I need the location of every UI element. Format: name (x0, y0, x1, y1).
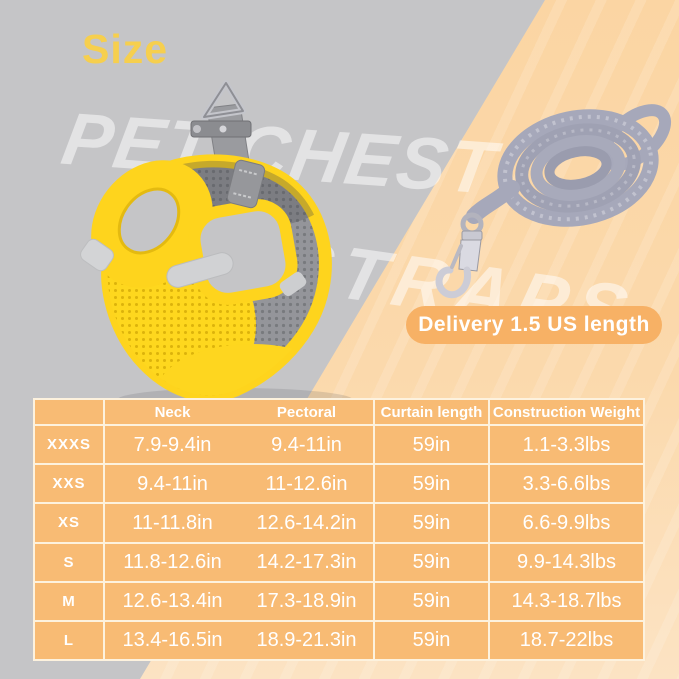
table-row-xxxs: XXXS 7.9-9.4in 9.4-11in 59in 1.1-3.3lbs (33, 426, 645, 466)
header-cell-curtain-length: Curtain length (375, 398, 490, 426)
neck-value: 7.9-9.4in (105, 426, 240, 466)
size-label: S (33, 543, 105, 583)
weight-value: 6.6-9.9lbs (490, 504, 645, 544)
size-table: Neck Pectoral Curtain length Constructio… (33, 398, 645, 662)
header-cell-pectoral: Pectoral (240, 398, 375, 426)
table-row-xs: XS 11-11.8in 12.6-14.2in 59in 6.6-9.9lbs (33, 504, 645, 544)
pectoral-value: 9.4-11in (240, 426, 375, 466)
weight-value: 18.7-22lbs (490, 621, 645, 662)
page-title: Size (82, 26, 169, 72)
table-row-xxs: XXS 9.4-11in 11-12.6in 59in 3.3-6.6lbs (33, 465, 645, 505)
size-label: XXXS (33, 426, 105, 466)
size-label: L (33, 621, 105, 662)
neck-value: 12.6-13.4in (105, 582, 240, 622)
pectoral-value: 18.9-21.3in (240, 621, 375, 662)
pectoral-value: 12.6-14.2in (240, 504, 375, 544)
size-label: XXS (33, 465, 105, 505)
neck-value: 11.8-12.6in (105, 543, 240, 583)
weight-value: 3.3-6.6lbs (490, 465, 645, 505)
curtain-length-value: 59in (375, 543, 490, 583)
neck-value: 11-11.8in (105, 504, 240, 544)
delivery-badge: Delivery 1.5 US length (406, 306, 662, 344)
curtain-length-value: 59in (375, 582, 490, 622)
size-label: M (33, 582, 105, 622)
curtain-length-value: 59in (375, 465, 490, 505)
table-row-s: S 11.8-12.6in 14.2-17.3in 59in 9.9-14.3l… (33, 543, 645, 583)
size-label: XS (33, 504, 105, 544)
curtain-length-value: 59in (375, 426, 490, 466)
pectoral-value: 11-12.6in (240, 465, 375, 505)
curtain-length-value: 59in (375, 621, 490, 662)
table-header-row: Neck Pectoral Curtain length Constructio… (33, 398, 645, 426)
header-cell-neck: Neck (105, 398, 240, 426)
header-cell-construction-weight: Construction Weight (490, 398, 645, 426)
pectoral-value: 17.3-18.9in (240, 582, 375, 622)
weight-value: 14.3-18.7lbs (490, 582, 645, 622)
table-row-m: M 12.6-13.4in 17.3-18.9in 59in 14.3-18.7… (33, 582, 645, 622)
table-row-l: L 13.4-16.5in 18.9-21.3in 59in 18.7-22lb… (33, 621, 645, 662)
weight-value: 9.9-14.3lbs (490, 543, 645, 583)
weight-value: 1.1-3.3lbs (490, 426, 645, 466)
curtain-length-value: 59in (375, 504, 490, 544)
header-cell-size (33, 398, 105, 426)
neck-value: 13.4-16.5in (105, 621, 240, 662)
neck-value: 9.4-11in (105, 465, 240, 505)
pectoral-value: 14.2-17.3in (240, 543, 375, 583)
